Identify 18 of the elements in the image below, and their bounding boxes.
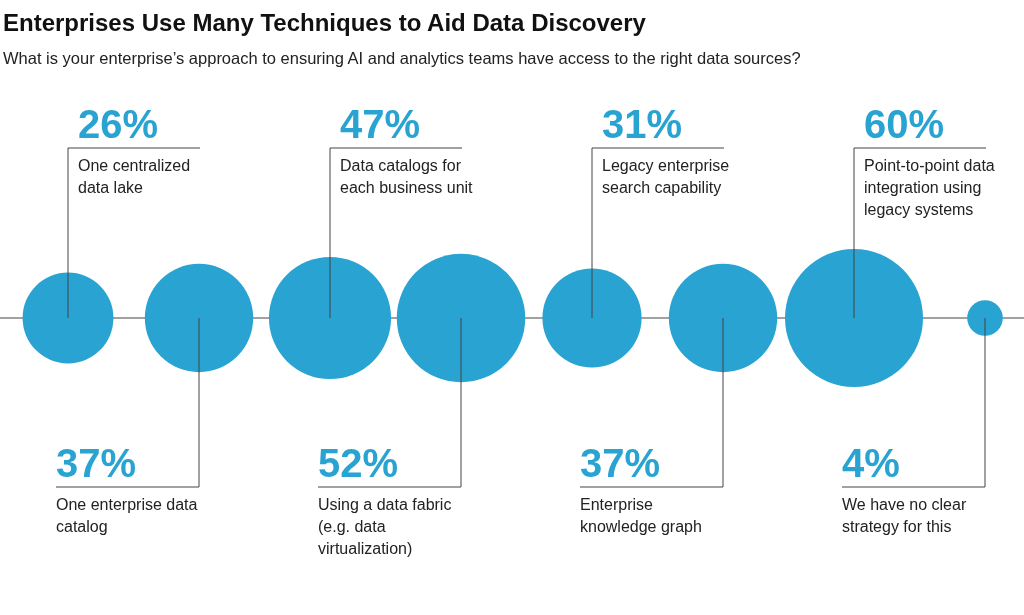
category-label: Point-to-point data integration using legacy systems (864, 157, 995, 218)
category-label: Using a data fabric (e.g. data virtualization) (318, 496, 452, 557)
category-label: We have no clear strategy for this (842, 496, 967, 535)
category-label: Data catalogs for each business unit (340, 157, 474, 196)
data-label: 52% (318, 441, 399, 485)
data-label: 60% (864, 102, 945, 146)
category-label: Legacy enterprise search capability (602, 157, 730, 196)
text: What is your enterprise’s approach to ensuring AI and analytics teams have access to the right data sources? (3, 49, 801, 67)
data-label: 37% (56, 441, 137, 485)
data-label: 47% (340, 102, 421, 146)
category-label: One centralized data lake (78, 157, 191, 196)
data-label: 31% (602, 102, 683, 146)
text: Enterprises Use Many Techniques to Aid Data Discovery (3, 9, 647, 36)
data-label: 4% (842, 441, 900, 485)
data-label: 26% (78, 102, 159, 146)
category-label: Enterprise knowledge graph (580, 496, 702, 535)
data-label: 37% (580, 441, 661, 485)
category-label: One enterprise data catalog (56, 496, 198, 535)
